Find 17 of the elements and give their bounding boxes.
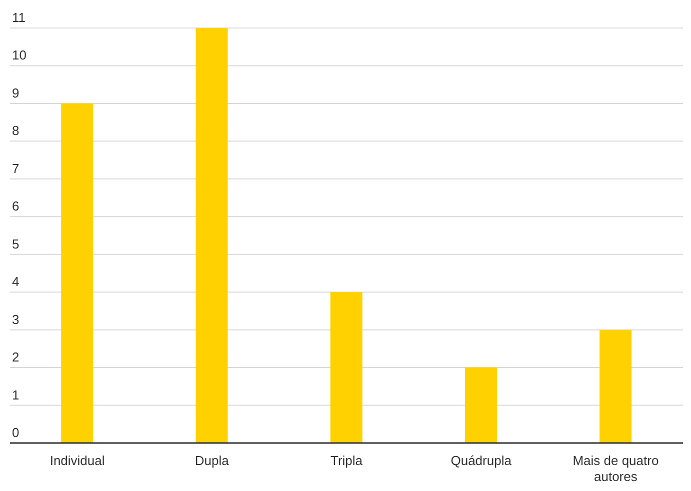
y-tick-label: 9	[12, 85, 20, 100]
y-tick-label: 6	[12, 198, 20, 214]
y-tick-label: 2	[12, 350, 20, 365]
y-tick-label: 1	[12, 387, 20, 402]
y-tick-label: 11	[12, 10, 26, 25]
x-tick-label: Tripla	[330, 453, 364, 468]
y-tick-label: 10	[12, 48, 26, 63]
y-tick-label: 3	[12, 312, 20, 327]
y-tick-label: 5	[12, 236, 20, 252]
x-tick-label: Dupla	[194, 453, 230, 468]
x-tick-label: Individual	[50, 453, 105, 468]
y-tick-label: 4	[12, 274, 20, 290]
y-tick-label: 8	[12, 123, 20, 138]
x-tick-label: Quádrupla	[450, 453, 512, 468]
y-tick-label: 0	[12, 425, 20, 440]
y-tick-label: 7	[12, 160, 20, 176]
x-tick-label: Mais de quatro autores	[572, 453, 659, 484]
